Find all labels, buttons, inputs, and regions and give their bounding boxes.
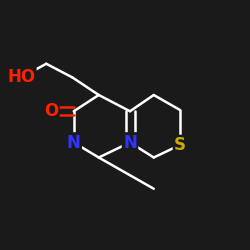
Text: S: S: [174, 136, 186, 154]
Text: O: O: [44, 102, 59, 120]
Text: HO: HO: [7, 68, 35, 86]
Text: N: N: [123, 134, 137, 152]
Text: N: N: [67, 134, 81, 152]
